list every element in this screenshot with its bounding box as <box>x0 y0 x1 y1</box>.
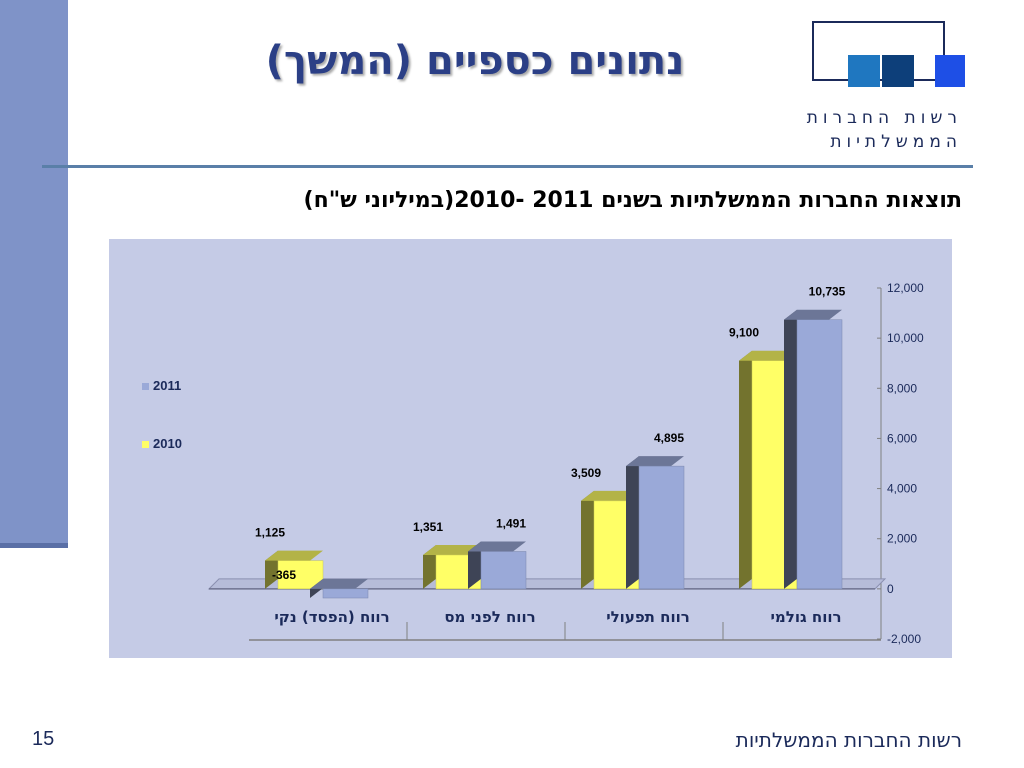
bar-2011 <box>638 465 685 590</box>
logo-square-1 <box>848 55 880 87</box>
bar-side-2011 <box>784 309 797 589</box>
legend-swatch <box>142 441 149 448</box>
data-label: 3,509 <box>571 466 601 480</box>
chart-svg: -2,000 0 2,000 4,000 6,000 8,000 10,000 12,000 ר… <box>109 239 952 658</box>
y-tick-label: 2,000 <box>887 532 917 546</box>
bar-2011 <box>322 588 369 599</box>
legend-label: 2011 <box>153 378 181 393</box>
bar-2011 <box>796 319 843 590</box>
y-tick-label: 12,000 <box>887 281 924 295</box>
logo-square-3 <box>935 55 965 87</box>
bar-side-2010 <box>581 490 594 589</box>
bar-side-2010 <box>423 544 436 589</box>
data-label: -365 <box>272 568 296 582</box>
y-tick-label: 0 <box>887 582 894 596</box>
bar-top-2011 <box>310 578 368 589</box>
logo-text-line-2: הממשלתיות <box>830 132 962 152</box>
bar-top-2010 <box>423 544 481 555</box>
bar-top-2010 <box>265 550 323 561</box>
footer-org-name: רשות החברות הממשלתיות <box>735 728 962 752</box>
data-label: 1,491 <box>496 516 526 530</box>
bar-top-2011 <box>784 309 842 320</box>
logo-text-line-1: רשות החברות <box>806 108 962 128</box>
slide-title: נתונים כספיים (המשך) <box>265 38 685 84</box>
y-tick-label: 10,000 <box>887 331 924 345</box>
bar-side-2010 <box>739 350 752 589</box>
category-label: רווח גולמי <box>770 608 841 626</box>
data-label: 1,125 <box>255 526 285 540</box>
bar-top-2011 <box>626 456 684 467</box>
title-divider <box>42 165 973 168</box>
data-label: 10,735 <box>809 285 846 299</box>
category-label: רווח (הפסד) נקי <box>274 608 389 626</box>
left-accent-bar <box>0 0 68 548</box>
page-number: 15 <box>32 728 55 750</box>
category-label: רווח לפני מס <box>444 608 535 626</box>
category-label: רווח תפעולי <box>606 608 690 626</box>
bar-side-2011 <box>468 541 481 589</box>
bar-top-2010 <box>739 350 797 361</box>
chart-subtitle: תוצאות החברות הממשלתיות בשנים 2011 -2010… <box>303 188 962 213</box>
bar-side-2011 <box>626 456 639 589</box>
legend-label: 2010 <box>153 436 182 451</box>
bar-2010 <box>277 560 324 590</box>
y-tick-label: 8,000 <box>887 381 917 395</box>
data-label: 9,100 <box>729 326 759 340</box>
logo-square-2 <box>882 55 914 87</box>
logo-graphic <box>812 21 965 87</box>
bar-chart: -2,000 0 2,000 4,000 6,000 8,000 10,000 12,000 ר… <box>109 239 952 658</box>
data-label: 4,895 <box>654 431 684 445</box>
y-tick-label: 4,000 <box>887 482 917 496</box>
data-label: 1,351 <box>413 520 443 534</box>
y-tick-label: -2,000 <box>887 632 921 646</box>
bar-top-2011 <box>468 541 526 552</box>
left-accent-bar-edge <box>0 543 68 548</box>
y-tick-label: 6,000 <box>887 431 917 445</box>
bar-2011 <box>480 551 527 590</box>
bar-top-2010 <box>581 490 639 501</box>
government-companies-logo: רשות החברות הממשלתיות <box>805 16 972 152</box>
legend-swatch <box>142 383 149 390</box>
